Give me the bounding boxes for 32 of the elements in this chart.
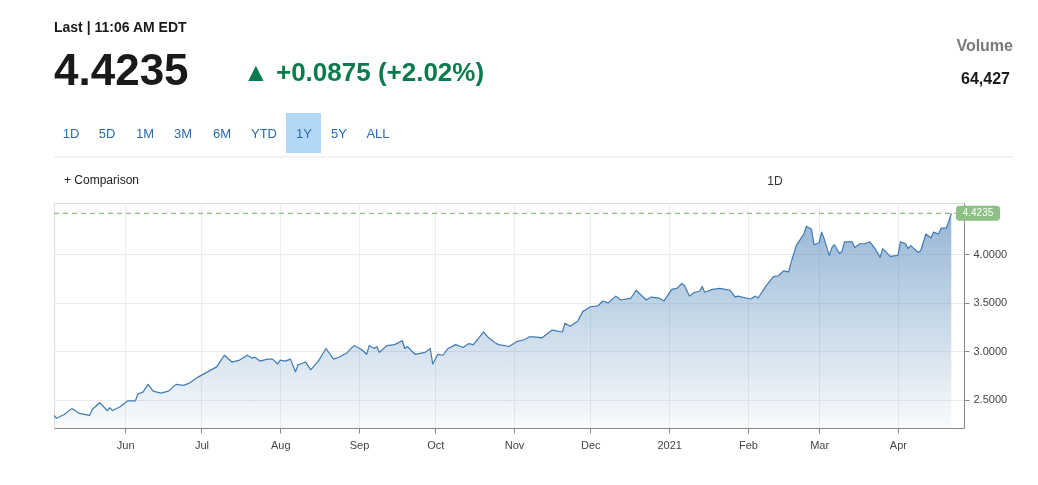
x-tick-label: Apr — [889, 438, 908, 451]
text: 6M — [212, 126, 232, 141]
y-tick-label: 4.0000 — [973, 247, 1008, 260]
text: 64,427 — [961, 70, 1011, 87]
text: 1D — [767, 174, 783, 188]
text: 5D — [98, 126, 116, 141]
x-tick-label: Jun — [116, 438, 135, 451]
text: + Comparison — [64, 173, 140, 187]
text: 1M — [135, 126, 155, 141]
text: ALL — [366, 126, 390, 141]
x-tick-label: Nov — [504, 438, 525, 451]
x-tick-label: Oct — [427, 438, 445, 451]
text: 4.4235 — [54, 45, 189, 94]
x-tick-label: Sep — [349, 438, 370, 451]
x-tick-label: Jul — [194, 438, 209, 451]
x-tick-label: Mar — [810, 438, 830, 451]
ref-line-label: 4.4235 — [962, 207, 994, 219]
y-tick-label: 3.0000 — [973, 344, 1008, 357]
y-tick-label: 3.5000 — [973, 296, 1008, 309]
text: ▲ +0.0875 (+2.02%) — [243, 57, 485, 87]
text: 5Y — [331, 126, 348, 141]
x-tick-label: Aug — [270, 438, 291, 451]
x-tick-label: Feb — [738, 438, 758, 451]
text: Volume — [956, 37, 1014, 54]
x-tick-label: 2021 — [657, 438, 682, 451]
text: 1D — [62, 126, 80, 141]
text: 1Y — [296, 126, 313, 141]
x-tick-label: Dec — [581, 438, 602, 451]
text: YTD — [251, 126, 277, 141]
y-tick-label: 2.5000 — [973, 393, 1008, 406]
text: Last | 11:06 AM EDT — [54, 19, 187, 35]
text: 3M — [173, 126, 193, 141]
